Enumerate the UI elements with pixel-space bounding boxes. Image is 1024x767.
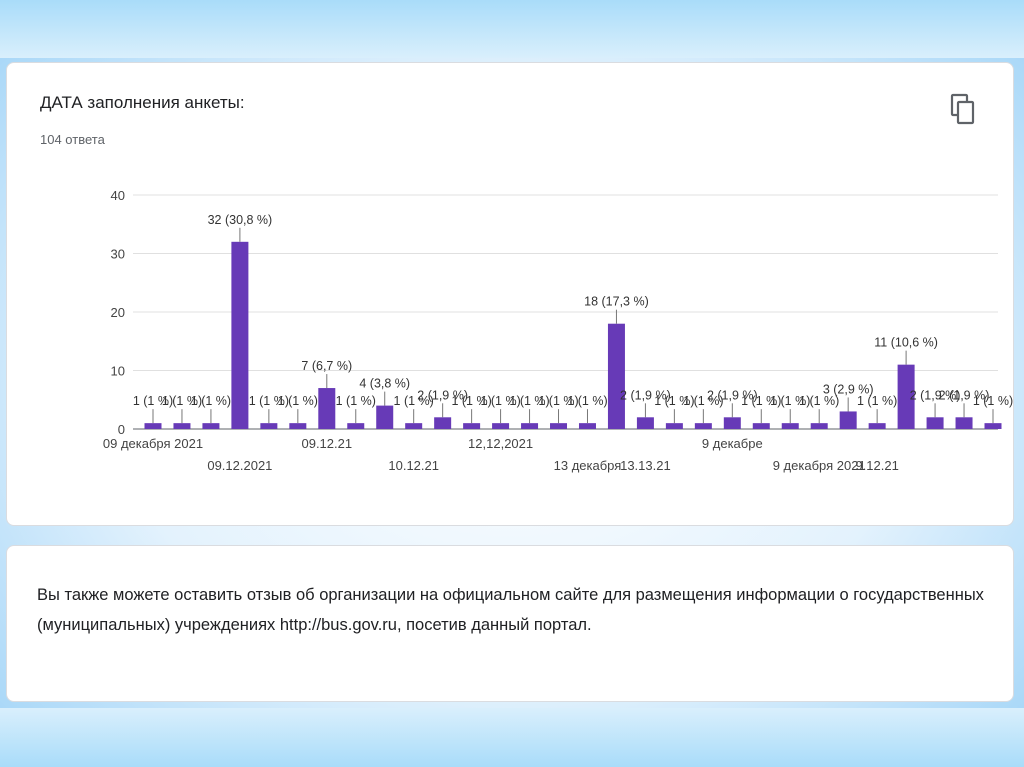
data-label: 1 (1 %) xyxy=(249,394,289,408)
x-tick-label: 09.12.21 xyxy=(301,436,352,451)
data-label: 1 (1 %) xyxy=(538,394,578,408)
bar xyxy=(434,417,452,429)
bar xyxy=(781,423,799,429)
bar xyxy=(492,423,510,429)
data-label: 1 (1 %) xyxy=(973,394,1013,408)
bar xyxy=(636,417,654,429)
y-tick-label: 40 xyxy=(111,188,125,203)
note-text: Вы также можете оставить отзыв об органи… xyxy=(37,586,984,634)
bar xyxy=(897,364,915,429)
y-tick-label: 20 xyxy=(111,305,125,320)
data-label: 1 (1 %) xyxy=(162,394,202,408)
bar xyxy=(260,423,278,429)
x-tick-label: 9 декабря 2021 xyxy=(773,458,866,473)
data-label: 2 (1,9 %) xyxy=(620,388,671,402)
bar xyxy=(578,423,596,429)
bar xyxy=(550,423,568,429)
bar xyxy=(376,405,394,429)
question-title: ДАТА заполнения анкеты: xyxy=(40,93,245,112)
bar xyxy=(926,417,944,429)
bar xyxy=(984,423,1002,429)
data-label: 2 (1,9 %) xyxy=(910,388,961,402)
data-label: 1 (1 %) xyxy=(741,394,781,408)
x-tick-label: 09 декабря 2021 xyxy=(103,436,203,451)
data-label: 1 (1 %) xyxy=(336,394,376,408)
x-tick-label: 13 декабря xyxy=(554,458,622,473)
data-label: 1 (1 %) xyxy=(394,394,434,408)
y-tick-label: 30 xyxy=(111,247,125,262)
data-label: 1 (1 %) xyxy=(799,394,839,408)
slide-top-band xyxy=(0,0,1024,58)
data-label: 1 (1 %) xyxy=(133,394,173,408)
y-tick-label: 0 xyxy=(118,422,125,437)
bar xyxy=(144,423,162,429)
bar xyxy=(521,423,539,429)
x-tick-label: 9 декабре xyxy=(702,436,763,451)
data-label: 2 (1,9 %) xyxy=(939,388,990,402)
x-tick-label: 09.12.2021 xyxy=(207,458,272,473)
bar xyxy=(665,423,683,429)
note-card: Вы также можете оставить отзыв об органи… xyxy=(6,545,1014,702)
bar xyxy=(694,423,712,429)
bar xyxy=(231,241,249,429)
data-label: 1 (1 %) xyxy=(857,394,897,408)
data-label: 7 (6,7 %) xyxy=(301,359,352,373)
x-tick-label: 9.12.21 xyxy=(855,458,898,473)
bar xyxy=(810,423,828,429)
data-label: 3 (2,9 %) xyxy=(823,382,874,396)
bar xyxy=(318,388,336,429)
data-label: 1 (1 %) xyxy=(683,394,723,408)
response-count: 104 ответа xyxy=(40,132,105,147)
data-label: 1 (1 %) xyxy=(654,394,694,408)
x-tick-label: 10.12.21 xyxy=(388,458,439,473)
bar xyxy=(405,423,423,429)
data-label: 32 (30,8 %) xyxy=(208,213,273,227)
data-label: 11 (10,6 %) xyxy=(874,336,938,350)
bar xyxy=(955,417,973,429)
data-label: 1 (1 %) xyxy=(191,394,231,408)
bar xyxy=(202,423,220,429)
slide-bottom-band xyxy=(0,708,1024,767)
data-label: 1 (1 %) xyxy=(451,394,491,408)
bar xyxy=(607,323,625,429)
data-label: 18 (17,3 %) xyxy=(584,295,649,309)
data-label: 1 (1 %) xyxy=(480,394,520,408)
y-tick-label: 10 xyxy=(111,364,125,379)
x-tick-label: 12,12,2021 xyxy=(468,436,533,451)
bar xyxy=(289,423,307,429)
data-label: 1 (1 %) xyxy=(509,394,549,408)
data-label: 1 (1 %) xyxy=(770,394,810,408)
x-tick-label: 13.13.21 xyxy=(620,458,671,473)
data-label: 1 (1 %) xyxy=(278,394,318,408)
bar xyxy=(752,423,770,429)
bar xyxy=(173,423,191,429)
data-label: 4 (3,8 %) xyxy=(359,377,410,391)
bar xyxy=(347,423,365,429)
data-label: 2 (1,9 %) xyxy=(707,388,758,402)
bar xyxy=(723,417,741,429)
bar xyxy=(868,423,886,429)
bar xyxy=(839,411,857,429)
bar xyxy=(463,423,481,429)
data-label: 1 (1 %) xyxy=(567,394,607,408)
data-label: 2 (1,9 %) xyxy=(417,388,468,402)
copy-icon[interactable] xyxy=(950,93,978,125)
chart-card: ДАТА заполнения анкеты: 104 ответа 0 10 20… xyxy=(6,62,1014,526)
